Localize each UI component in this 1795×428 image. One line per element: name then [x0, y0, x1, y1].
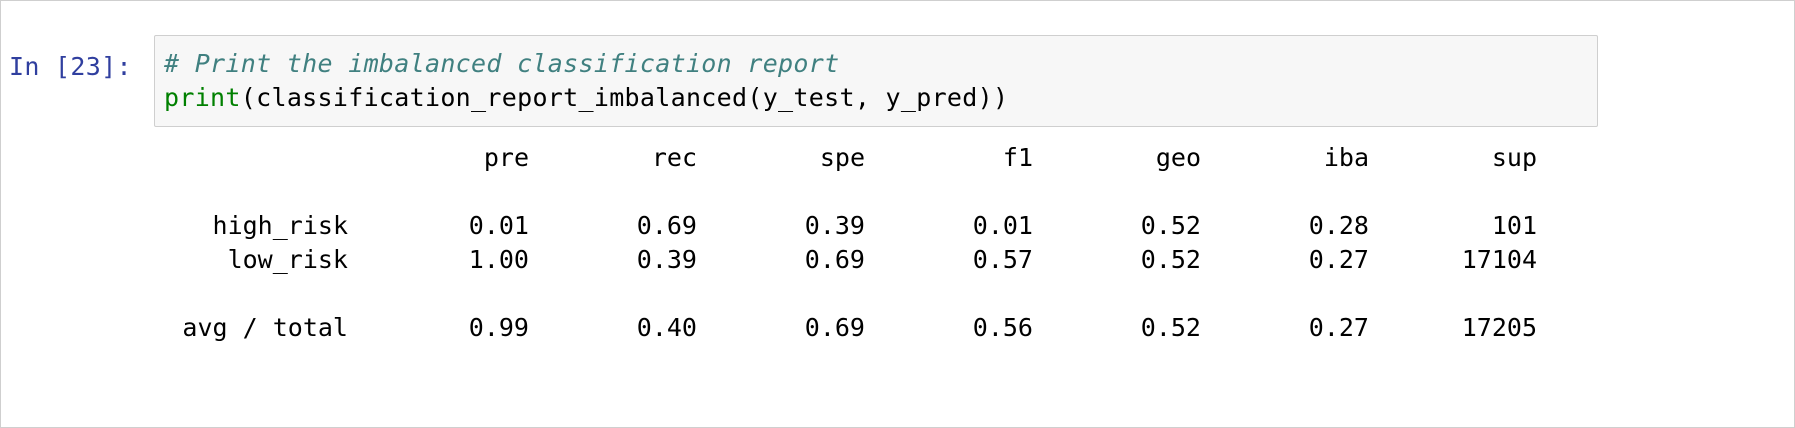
- report-value: 0.39: [804, 211, 865, 240]
- report-row-label: high_risk: [212, 211, 348, 240]
- report-value: 0.27: [1308, 313, 1369, 342]
- code-line-1[interactable]: # Print the imbalanced classification re…: [164, 47, 839, 81]
- report-row-label: low_risk: [227, 245, 348, 274]
- report-value: 0.99: [468, 313, 529, 342]
- report-value: 17104: [1461, 245, 1537, 274]
- code-comment: # Print the imbalanced classification re…: [164, 49, 840, 78]
- report-value: 0.28: [1308, 211, 1369, 240]
- code-call: (classification_report_imbalanced(y_test…: [240, 83, 1009, 112]
- report-value: 0.69: [804, 313, 865, 342]
- report-value: 0.69: [804, 245, 865, 274]
- report-value: 0.52: [1140, 211, 1201, 240]
- report-value: 0.39: [636, 245, 697, 274]
- report-value: 0.40: [636, 313, 697, 342]
- report-column-header: f1: [1002, 143, 1033, 172]
- cell-output: pre rec spe f1 geo iba sup high_risk 0.0…: [162, 141, 1662, 361]
- report-value: 17205: [1461, 313, 1537, 342]
- report-value: 0.01: [972, 211, 1033, 240]
- report-value: 0.52: [1140, 245, 1201, 274]
- report-value: 0.57: [972, 245, 1033, 274]
- report-value: 0.52: [1140, 313, 1201, 342]
- report-column-header: sup: [1491, 143, 1537, 172]
- code-builtin: print: [164, 83, 241, 112]
- code-input-area[interactable]: # Print the imbalanced classification re…: [154, 35, 1598, 127]
- report-column-header: geo: [1155, 143, 1201, 172]
- report-column-header: rec: [651, 143, 697, 172]
- report-total-label: avg / total: [182, 313, 348, 342]
- report-column-header: spe: [819, 143, 865, 172]
- report-value: 0.69: [636, 211, 697, 240]
- report-column-header: pre: [483, 143, 529, 172]
- report-value: 0.56: [972, 313, 1033, 342]
- report-value: 1.00: [468, 245, 529, 274]
- report-value: 0.01: [468, 211, 529, 240]
- report-value: 101: [1491, 211, 1537, 240]
- input-prompt: In [23]:: [9, 52, 132, 81]
- report-column-header: iba: [1323, 143, 1369, 172]
- report-value: 0.27: [1308, 245, 1369, 274]
- code-line-2[interactable]: print(classification_report_imbalanced(y…: [164, 81, 1008, 115]
